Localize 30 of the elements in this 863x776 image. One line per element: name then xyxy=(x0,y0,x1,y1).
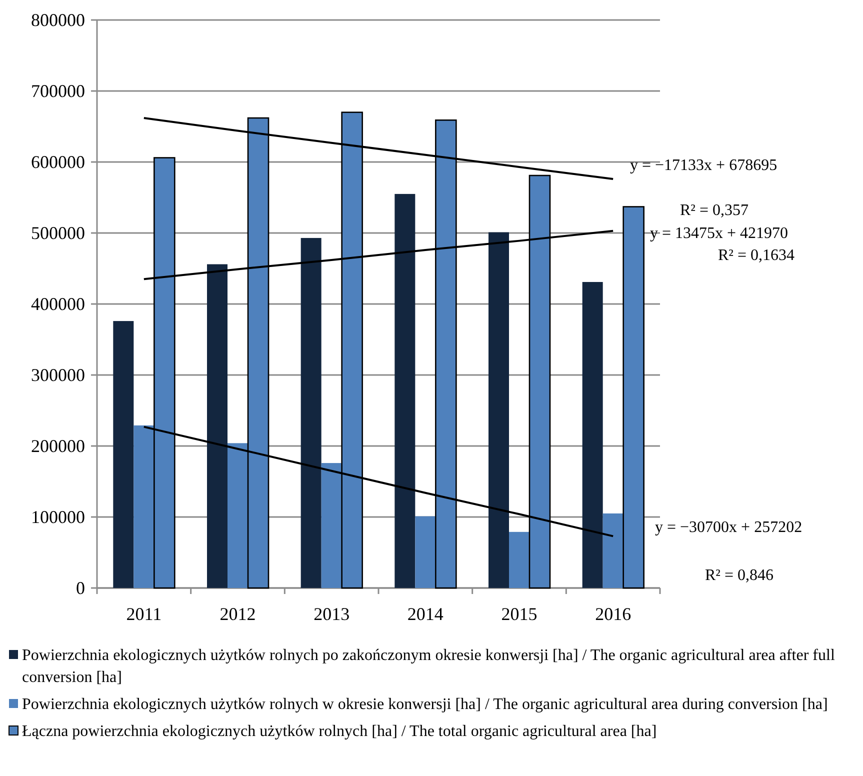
legend-label: Łączna powierzchnia ekologicznych użytków rolnych [ha] / The total organic agricultural area [ha] xyxy=(22,723,657,740)
legend-label: Powierzchnia ekologicznych użytków rolnych w okresie konwersji [ha] / The organic agricultural area during conversion [ha] xyxy=(22,696,828,713)
x-tick-label: 2011 xyxy=(126,604,162,624)
y-tick-label: 600000 xyxy=(31,152,85,172)
bar xyxy=(300,238,322,588)
x-tick-label: 2012 xyxy=(220,604,256,624)
x-tick-label: 2015 xyxy=(501,604,538,624)
y-tick-label: 700000 xyxy=(31,81,85,101)
bar xyxy=(582,282,603,588)
y-tick-label: 500000 xyxy=(31,223,85,243)
x-tick-label: 2014 xyxy=(407,604,444,624)
y-tick-label: 800000 xyxy=(31,10,85,30)
x-tick-label: 2013 xyxy=(314,604,350,624)
x-tick-label: 2016 xyxy=(595,604,632,624)
text: R² = 0,1634 xyxy=(718,247,794,264)
y-tick-label: 0 xyxy=(76,578,85,598)
annotation: y = −17133x + 678695 xyxy=(630,157,778,174)
y-tick-label: 100000 xyxy=(31,507,85,527)
y-tick-label: 200000 xyxy=(31,436,85,456)
bar xyxy=(207,264,228,588)
bar xyxy=(113,321,134,588)
annotation: y = −30700x + 257202 xyxy=(655,519,802,536)
y-tick-label: 400000 xyxy=(31,294,85,314)
bar xyxy=(394,194,416,588)
text: R² = 0,357 xyxy=(680,202,748,219)
annotation: y = 13475x + 421970 xyxy=(650,225,788,242)
bar xyxy=(488,232,509,588)
y-tick-label: 300000 xyxy=(31,365,85,385)
text: R² = 0,846 xyxy=(705,567,774,584)
legend-label: Powierzchnia ekologicznych użytków rolnych po zakończonym okresie konwersji [ha] / The organic agricultural area after full conversion [ha] xyxy=(22,647,836,686)
